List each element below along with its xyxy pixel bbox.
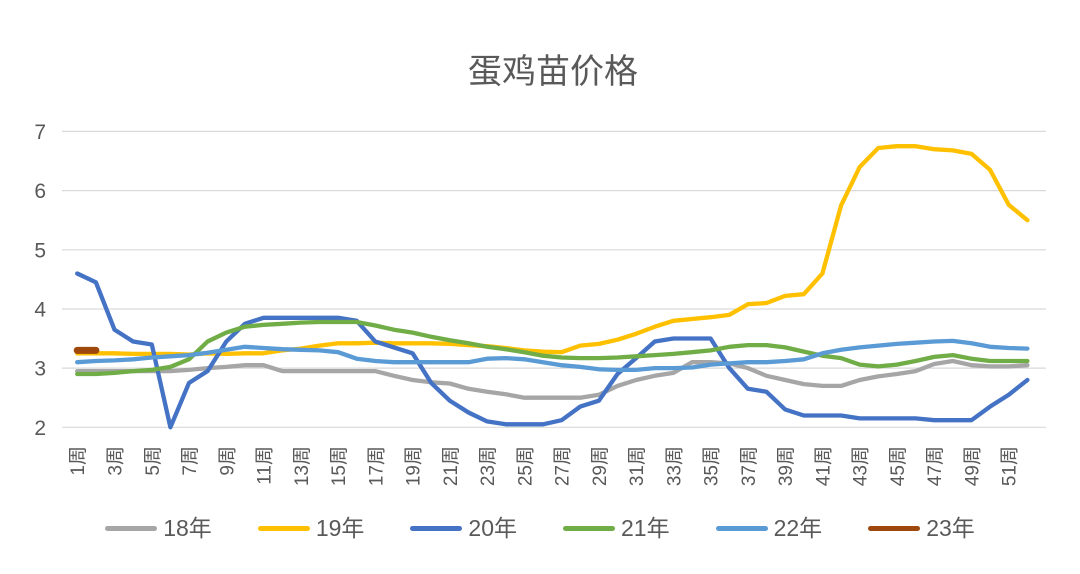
- x-axis-tick-label: 41周: [813, 446, 834, 486]
- x-axis-tick-label: 31周: [627, 446, 648, 486]
- x-axis-tick-label: 3周: [106, 446, 127, 476]
- legend-label: 22年: [773, 514, 823, 541]
- legend-line-swatch: [410, 525, 463, 531]
- y-axis-tick-label: 7: [34, 121, 46, 144]
- x-axis-tick-label: 19周: [404, 446, 425, 486]
- x-axis-tick-label: 9周: [217, 446, 238, 476]
- series-line-20年: [75, 271, 1030, 430]
- legend-label: 18年: [163, 514, 212, 541]
- legend-item-19年: 19年: [257, 514, 365, 541]
- chart-legend: 18年 19年 20年 21年 22年 23年: [0, 506, 1080, 550]
- gridlines: [62, 130, 1046, 428]
- x-axis-tick-label: 33周: [664, 446, 685, 486]
- y-axis-tick-label: 3: [34, 358, 46, 381]
- x-axis-tick-label: 21周: [441, 446, 462, 486]
- y-axis-tick-label: 4: [34, 299, 46, 322]
- x-axis-tick-label: 29周: [590, 446, 611, 486]
- legend-label: 20年: [468, 514, 517, 541]
- x-axis-tick-label: 17周: [366, 446, 387, 486]
- legend-line-swatch: [257, 525, 310, 531]
- legend-item-21年: 21年: [563, 514, 670, 541]
- x-axis-tick-label: 13周: [292, 446, 313, 486]
- legend-line-swatch: [105, 525, 158, 531]
- legend-line-swatch: [715, 525, 768, 531]
- x-axis-tick-label: 39周: [776, 446, 797, 486]
- series-line-22年: [75, 338, 1030, 373]
- legend-item-18年: 18年: [105, 514, 212, 541]
- x-axis-tick-label: 1周: [68, 446, 89, 476]
- legend-item-22年: 22年: [715, 514, 823, 541]
- y-axis-tick-label: 6: [34, 180, 46, 203]
- chart-series-lines: [73, 144, 1030, 430]
- series-line-18年: [75, 358, 1030, 400]
- x-axis-tick-label: 51周: [1000, 446, 1021, 486]
- x-axis-tick-label: 11周: [255, 446, 276, 485]
- x-axis-tick-label: 25周: [515, 446, 536, 486]
- x-axis-tick-label: 45周: [888, 446, 909, 486]
- legend-item-20年: 20年: [410, 514, 517, 541]
- legend-label: 23年: [926, 514, 975, 541]
- legend-line-swatch: [868, 525, 921, 531]
- legend-item-23年: 23年: [868, 514, 975, 541]
- x-axis-tick-label: 23周: [478, 446, 499, 486]
- x-axis-tick-label: 43周: [851, 446, 872, 486]
- x-axis-tick-label: 35周: [702, 446, 723, 486]
- series-line-19年: [75, 144, 1030, 357]
- x-axis-tick-label: 47周: [925, 446, 946, 486]
- x-axis-tick-label: 27周: [553, 446, 574, 486]
- series-line-21年: [75, 319, 1030, 377]
- x-axis-tick-label: 15周: [329, 446, 350, 486]
- legend-label: 21年: [621, 514, 670, 541]
- x-axis-tick-label: 37周: [739, 446, 760, 486]
- y-axis-tick-label: 2: [34, 417, 46, 440]
- legend-label: 19年: [315, 514, 365, 541]
- x-axis-tick-label: 7周: [180, 446, 201, 476]
- chart-title: 蛋鸡苗价格: [468, 52, 638, 92]
- legend-line-swatch: [563, 525, 615, 531]
- y-axis-tick-label: 5: [34, 239, 46, 262]
- x-axis-tick-label: 49周: [963, 446, 984, 486]
- x-axis-tick-label: 5周: [143, 446, 164, 476]
